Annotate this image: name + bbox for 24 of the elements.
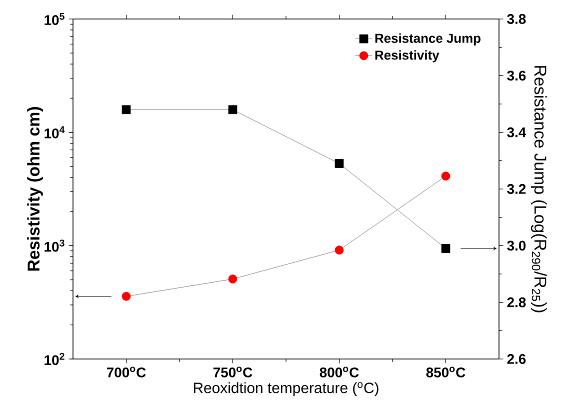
point — [228, 274, 238, 284]
x-tick-label: 750$^{o}$C — [213, 366, 252, 378]
y-tick-label: 10$^{2}$ — [44, 352, 64, 366]
x-tick-label: 700$^{o}$C — [106, 366, 146, 378]
x-tick-label: 800$^{o}$C — [320, 366, 359, 378]
y2-tick-label: 3.0 — [507, 240, 526, 251]
y-tick-label: 10$^{4}$ — [44, 126, 65, 138]
point — [122, 292, 131, 301]
y2-tick-label: 2.6 — [507, 354, 526, 364]
y2-tick-label: 3.4 — [507, 127, 526, 138]
legend-label: Resistance Jump — [375, 33, 480, 46]
y2-tick-label: 2.8 — [507, 297, 526, 308]
point — [441, 172, 450, 181]
legend-label: Resistivity — [375, 50, 440, 62]
y-tick-label: 10$^{3}$ — [44, 240, 64, 252]
y2-tick-label: 3.8 — [507, 14, 526, 24]
y-axis-title: Resistivity (ohm cm) — [27, 107, 43, 271]
y2-axis-title: Resistance Jump (Log(R$_{290}$/R$_{25}$)) — [531, 66, 547, 312]
y-tick-label: 10$^{5}$ — [44, 12, 64, 26]
y2-tick-label: 3.6 — [507, 70, 526, 81]
y2-tick-label: 3.2 — [507, 184, 526, 194]
point — [334, 246, 344, 255]
x-axis-title: Reoxidtion temperature ($^{o}$C) — [194, 382, 378, 396]
x-tick-label: 850$^{o}$C — [426, 366, 466, 378]
